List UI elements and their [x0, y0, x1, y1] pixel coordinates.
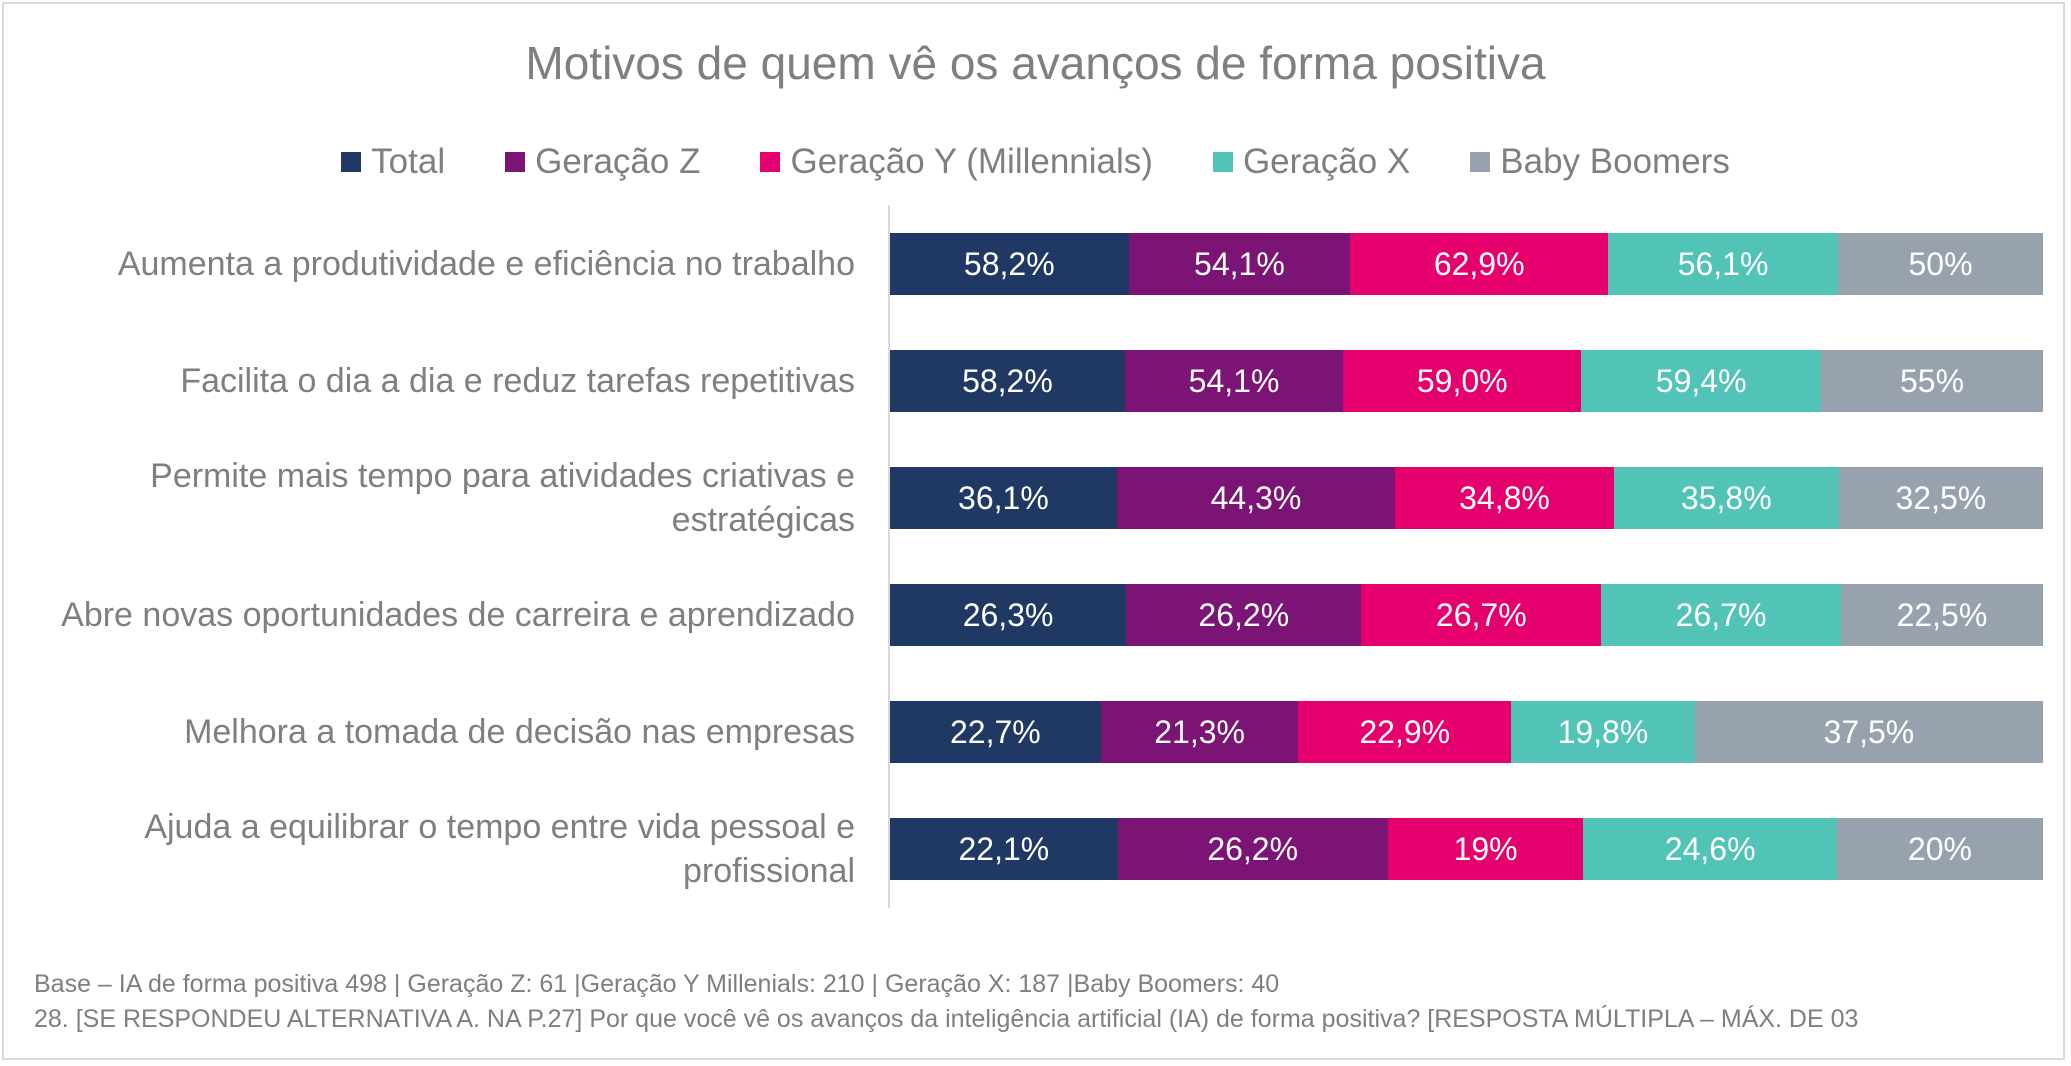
- bar-segment: 56,1%: [1608, 233, 1839, 295]
- category-label: Facilita o dia a dia e reduz tarefas rep…: [180, 362, 855, 400]
- bar-segment: 34,8%: [1395, 467, 1614, 529]
- data-label: 22,9%: [1359, 713, 1451, 750]
- bar-segment: 32,5%: [1838, 467, 2043, 529]
- data-label: 62,9%: [1433, 245, 1525, 282]
- data-label: 22,7%: [949, 713, 1041, 750]
- data-label: 32,5%: [1895, 479, 1987, 516]
- legend-swatch: [1212, 152, 1233, 172]
- legend-label: Total: [371, 142, 446, 181]
- category-label: Permite mais tempo para atividades criat…: [150, 457, 855, 539]
- bar-segment: 59,0%: [1343, 350, 1582, 412]
- bar-segment: 26,2%: [1117, 818, 1388, 880]
- bar-segment: 58,2%: [890, 233, 1129, 295]
- bar-segment: 21,3%: [1100, 701, 1299, 763]
- legend-item: Geração X: [1212, 142, 1411, 182]
- data-label: 26,2%: [1207, 830, 1299, 867]
- legend-item: Geração Y (Millennials): [760, 142, 1153, 182]
- bar-row: 22,7% 21,3% 22,9% 19,8% 37,5%: [890, 701, 2043, 763]
- data-label: 24,6%: [1664, 830, 1756, 867]
- bar-segment: 54,1%: [1128, 233, 1351, 295]
- bar-row: 22,1% 26,2% 19% 24,6% 20%: [890, 818, 2043, 880]
- data-label: 59,4%: [1655, 362, 1747, 399]
- bar-row: 26,3% 26,2% 26,7% 26,7% 22,5%: [890, 584, 2043, 646]
- chart-title: Motivos de quem vê os avanços de forma p…: [525, 37, 1546, 89]
- bar-segment: 22,7%: [890, 701, 1101, 763]
- bar-row: 58,2% 54,1% 62,9% 56,1% 50%: [890, 233, 2043, 295]
- data-label: 50%: [1908, 245, 1973, 282]
- legend-swatch: [341, 152, 362, 172]
- bar-segment: 26,7%: [1601, 584, 1841, 646]
- bar-segment: 19,8%: [1511, 701, 1695, 763]
- bar-segment: 44,3%: [1116, 467, 1396, 529]
- data-label: 22,5%: [1896, 596, 1988, 633]
- bar-segment: 58,2%: [890, 350, 1125, 412]
- legend-label: Geração X: [1242, 142, 1411, 181]
- bar-segment: 50%: [1838, 233, 2043, 295]
- data-label: 58,2%: [962, 362, 1053, 399]
- bar-segment: 55%: [1821, 350, 2043, 412]
- category-label: Ajuda a equilibrar o tempo entre vida pe…: [144, 808, 855, 890]
- data-label: 59,0%: [1416, 362, 1508, 399]
- bar-segment: 36,1%: [890, 467, 1117, 529]
- bar-segment: 20%: [1836, 818, 2043, 880]
- category-label: Melhora a tomada de decisão nas empresas: [184, 713, 855, 751]
- data-label: 35,8%: [1680, 479, 1772, 516]
- data-label: 54,1%: [1194, 245, 1285, 282]
- data-label: 26,3%: [962, 596, 1054, 633]
- data-label: 26,7%: [1435, 596, 1527, 633]
- data-label: 58,2%: [963, 245, 1055, 282]
- legend-item: Total: [341, 142, 445, 182]
- legend-swatch: [1470, 152, 1491, 172]
- footnote-question: 28. [SE RESPONDEU ALTERNATIVA A. NA P.27…: [34, 1005, 1859, 1033]
- data-label: 37,5%: [1823, 713, 1915, 750]
- bar-segment: 35,8%: [1613, 467, 1839, 529]
- bar-segment: 26,3%: [890, 584, 1127, 646]
- bar-segment: 22,9%: [1298, 701, 1512, 763]
- footnote-base: Base – IA de forma positiva 498 | Geraçã…: [34, 970, 1280, 998]
- category-label: Aumenta a produtividade e eficiência no …: [117, 245, 855, 283]
- legend-swatch: [760, 152, 781, 172]
- legend-swatch: [505, 152, 526, 172]
- bar-segment: 22,5%: [1840, 584, 2043, 646]
- bar-segment: 37,5%: [1694, 701, 2043, 763]
- bar-segment: 22,1%: [890, 818, 1118, 880]
- bar-segment: 19%: [1387, 818, 1584, 880]
- legend-item: Baby Boomers: [1470, 142, 1730, 182]
- legend-item: Geração Z: [505, 142, 700, 182]
- legend-label: Baby Boomers: [1500, 142, 1730, 181]
- bar-segment: 26,7%: [1361, 584, 1602, 646]
- bar-segment: 62,9%: [1350, 233, 1609, 295]
- data-label: 26,7%: [1675, 596, 1767, 633]
- bar-segment: 24,6%: [1583, 818, 1837, 880]
- bar-segment: 59,4%: [1581, 350, 1822, 412]
- category-axis-line: [888, 205, 890, 908]
- legend-label: Geração Y (Millennials): [790, 142, 1153, 181]
- data-label: 44,3%: [1210, 479, 1302, 516]
- data-label: 34,8%: [1459, 479, 1550, 516]
- data-label: 36,1%: [958, 479, 1049, 516]
- bar-segment: 26,2%: [1126, 584, 1362, 646]
- data-label: 56,1%: [1677, 245, 1769, 282]
- chart-legend: Total Geração Z Geração Y (Millennials) Ger…: [0, 142, 2071, 182]
- data-label: 54,1%: [1188, 362, 1280, 399]
- data-label: 26,2%: [1198, 596, 1290, 633]
- bar-row: 58,2% 54,1% 59,0% 59,4% 55%: [890, 350, 2043, 412]
- data-label: 22,1%: [958, 830, 1050, 867]
- bar-row: 36,1% 44,3% 34,8% 35,8% 32,5%: [890, 467, 2043, 529]
- legend-label: Geração Z: [535, 142, 701, 181]
- data-label: 20%: [1907, 830, 1972, 867]
- data-label: 21,3%: [1154, 713, 1245, 750]
- data-label: 19,8%: [1557, 713, 1649, 750]
- bar-segment: 54,1%: [1124, 350, 1344, 412]
- data-label: 19%: [1453, 830, 1518, 867]
- data-label: 55%: [1899, 362, 1965, 399]
- category-label: Abre novas oportunidades de carreira e a…: [61, 596, 855, 634]
